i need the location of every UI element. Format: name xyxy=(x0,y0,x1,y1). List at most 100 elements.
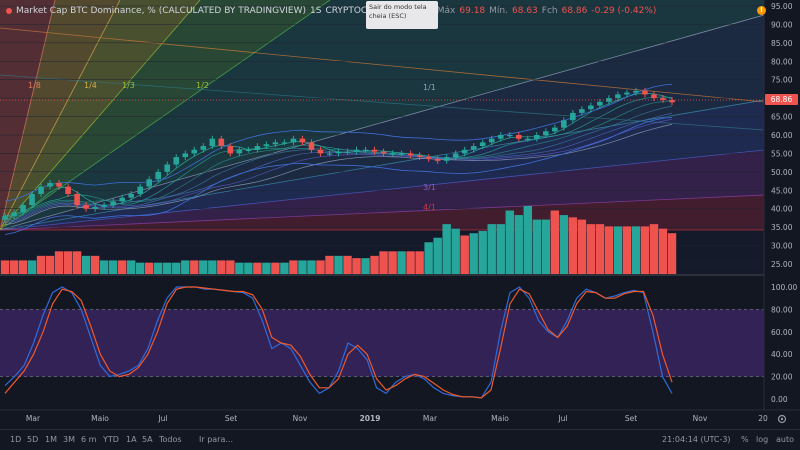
volume-bar xyxy=(45,255,55,274)
alert-icon[interactable]: ! xyxy=(757,6,766,15)
candle xyxy=(281,142,288,144)
fan-labels: 1/8 1/4 1/3 1/2 1/1 3/1 4/1 xyxy=(28,81,436,212)
candle xyxy=(164,164,171,172)
percent-toggle[interactable]: % xyxy=(741,435,749,444)
interval-label[interactable]: 1S xyxy=(309,6,322,16)
time-axis-ticks: Mar Maio Jul Set Nov 2019 Mar Maio Jul Set Nov 20 xyxy=(26,414,768,423)
volume-bar xyxy=(190,260,199,274)
volume-bar xyxy=(126,260,136,274)
volume-bar xyxy=(406,251,415,274)
volume-bar xyxy=(343,255,352,274)
volume-bar xyxy=(135,262,145,274)
volume-bar xyxy=(586,224,596,274)
candle xyxy=(389,153,396,155)
stoch-grid xyxy=(0,309,764,377)
exchange-label[interactable]: CRYPTOCAP xyxy=(325,6,379,16)
candle xyxy=(461,149,468,154)
volume-bar xyxy=(658,228,668,274)
volume-bar xyxy=(54,251,64,274)
stoch-axis-ticks: 100.00 80.00 60.00 40.00 20.00 0.00 xyxy=(771,283,797,404)
fan-label: 1/1 xyxy=(423,83,436,92)
volume-bar xyxy=(487,224,496,274)
candle xyxy=(524,138,531,140)
candle xyxy=(236,149,243,154)
auto-toggle[interactable]: auto xyxy=(776,435,795,444)
volume-bar xyxy=(289,260,298,274)
fan-label: 1/3 xyxy=(122,81,135,90)
time-tick-label: Jul xyxy=(157,414,167,423)
close-value: 68.86 xyxy=(561,6,588,16)
volume-bar xyxy=(478,230,487,274)
volume-bar xyxy=(81,255,91,274)
goto-date-button[interactable]: Ir para... xyxy=(199,435,233,444)
candle xyxy=(615,94,621,99)
range-1m-button[interactable]: 1M xyxy=(45,435,57,444)
trend-line xyxy=(0,74,765,131)
range-5d-button[interactable]: 5D xyxy=(27,435,39,444)
volume-bar xyxy=(99,260,109,274)
candle xyxy=(398,153,405,155)
chart-legend: Market Cap BTC Dominance, % (CALCULATED … xyxy=(4,6,660,16)
range-ytd-button[interactable]: YTD xyxy=(103,435,119,444)
volume-bar xyxy=(595,224,605,274)
stoch-line xyxy=(4,286,673,399)
tooltip-line-2: cheia (ESC) xyxy=(369,12,407,20)
volume-bar xyxy=(622,226,632,274)
time-axis[interactable] xyxy=(0,410,764,429)
candle xyxy=(434,158,441,161)
candle xyxy=(371,149,378,152)
volume-bar xyxy=(649,224,659,274)
candle xyxy=(579,109,585,113)
symbol-title[interactable]: Market Cap BTC Dominance, % (CALCULATED … xyxy=(16,6,306,16)
price-axis[interactable] xyxy=(764,0,800,410)
fan-line xyxy=(0,0,331,231)
volume-bar xyxy=(298,260,307,274)
range-1y-button[interactable]: 1A xyxy=(126,435,137,444)
candle xyxy=(425,157,432,159)
volume-bar xyxy=(379,251,388,274)
volume-bar xyxy=(334,255,343,274)
volume-bar xyxy=(280,262,289,274)
settings-icon[interactable] xyxy=(777,414,787,424)
fan-label: 1/8 xyxy=(28,81,41,90)
fan-label: 1/2 xyxy=(196,81,209,90)
stoch-tick-label: 40.00 xyxy=(771,350,793,359)
volume-bar xyxy=(451,228,460,274)
log-toggle[interactable]: log xyxy=(756,435,769,444)
range-6m-button[interactable]: 6 m xyxy=(81,435,97,444)
band-lower xyxy=(4,116,673,235)
candle xyxy=(173,157,180,165)
price-tick-label: 80.00 xyxy=(771,57,793,66)
volume-bar xyxy=(217,260,226,274)
volume-bar xyxy=(72,251,82,274)
price-tick-label: 60.00 xyxy=(771,131,793,140)
volume-bar xyxy=(433,237,442,274)
range-5y-button[interactable]: 5A xyxy=(142,435,153,444)
candle xyxy=(570,112,576,121)
volume-bar xyxy=(208,260,217,274)
candle xyxy=(83,205,89,209)
volume-bar xyxy=(63,251,73,274)
volume-bar xyxy=(163,262,172,274)
time-tick-label: Set xyxy=(225,414,237,423)
range-3m-button[interactable]: 3M xyxy=(63,435,75,444)
volume-bar xyxy=(469,233,478,274)
candle xyxy=(155,171,162,180)
candle xyxy=(200,146,207,150)
price-tick-label: 90.00 xyxy=(771,20,793,29)
candle xyxy=(353,149,360,152)
time-tick-label: 20 xyxy=(758,414,768,423)
candle xyxy=(479,142,486,147)
fan-line xyxy=(0,99,765,231)
range-1d-button[interactable]: 1D xyxy=(10,435,22,444)
candle xyxy=(227,146,234,154)
volume-bar xyxy=(541,219,551,274)
candle xyxy=(335,151,342,154)
range-all-button[interactable]: Todos xyxy=(159,435,182,444)
candle xyxy=(272,142,279,145)
volume-bar xyxy=(181,260,190,274)
volume-bar xyxy=(532,219,542,274)
candle xyxy=(624,92,630,95)
volume-bar xyxy=(325,255,334,274)
